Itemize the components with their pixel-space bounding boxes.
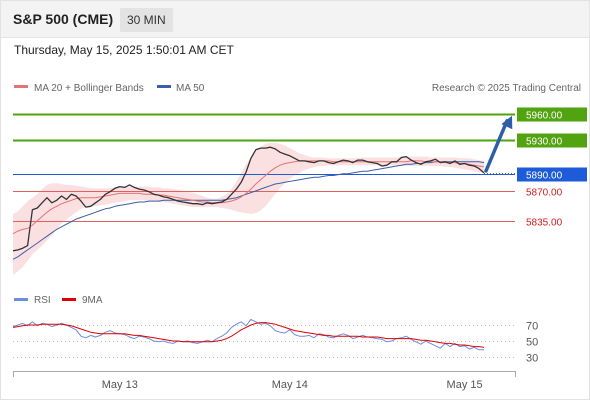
bollinger-band-fill bbox=[13, 142, 484, 275]
timeframe-badge[interactable]: 30 MIN bbox=[120, 8, 173, 32]
ma20-line bbox=[12, 160, 485, 235]
rsi-ma-line bbox=[12, 322, 485, 348]
rsi-ma-legend-swatch bbox=[62, 298, 76, 301]
level-label: 5930.00 bbox=[526, 137, 563, 148]
credit-text: Research © 2025 Trading Central bbox=[432, 83, 581, 94]
chart-header: S&P 500 (CME) 30 MIN bbox=[1, 1, 589, 38]
price-panel: 5960.00 5930.00 5890.00 5870.00 5835.00 bbox=[12, 107, 587, 275]
ma20-legend-label: MA 20 + Bollinger Bands bbox=[34, 83, 144, 94]
rsi-line bbox=[12, 318, 484, 351]
forecast-arrow-shaft bbox=[484, 119, 509, 173]
rsi-legend: RSI 9MA bbox=[14, 295, 103, 306]
level-label: 5835.00 bbox=[526, 218, 563, 229]
rsi-tick-label: 30 bbox=[526, 353, 538, 365]
price-line bbox=[12, 146, 485, 252]
ma50-legend-label: MA 50 bbox=[176, 83, 205, 94]
level-tag-resistance bbox=[517, 107, 587, 122]
rsi-legend-label: RSI bbox=[34, 295, 51, 306]
ma50-line bbox=[12, 161, 485, 260]
forecast-arrow-head bbox=[501, 115, 513, 130]
x-tick-label: May 15 bbox=[447, 379, 483, 391]
rsi-panel: 70 50 30 bbox=[12, 318, 538, 365]
rsi-tick-label: 50 bbox=[526, 337, 538, 349]
level-label: 5870.00 bbox=[526, 188, 563, 199]
ma50-legend-swatch bbox=[157, 85, 171, 88]
level-label: 5890.00 bbox=[526, 171, 563, 182]
rsi-tick-label: 70 bbox=[526, 321, 538, 333]
rsi-legend-swatch bbox=[14, 298, 28, 301]
level-label: 5960.00 bbox=[526, 111, 563, 122]
ma20-legend-swatch bbox=[14, 85, 28, 88]
price-legend: MA 20 + Bollinger Bands MA 50 Research ©… bbox=[14, 83, 581, 94]
timestamp: Thursday, May 15, 2025 1:50:01 AM CET bbox=[14, 43, 234, 57]
level-tag-pivot bbox=[517, 167, 587, 182]
instrument-title: S&P 500 (CME) bbox=[13, 11, 114, 27]
x-tick-label: May 14 bbox=[272, 379, 308, 391]
x-tick-label: May 13 bbox=[102, 379, 138, 391]
level-tag-resistance bbox=[517, 133, 587, 148]
rsi-ma-legend-label: 9MA bbox=[82, 295, 103, 306]
x-axis: May 13 May 14 May 15 bbox=[13, 371, 516, 391]
